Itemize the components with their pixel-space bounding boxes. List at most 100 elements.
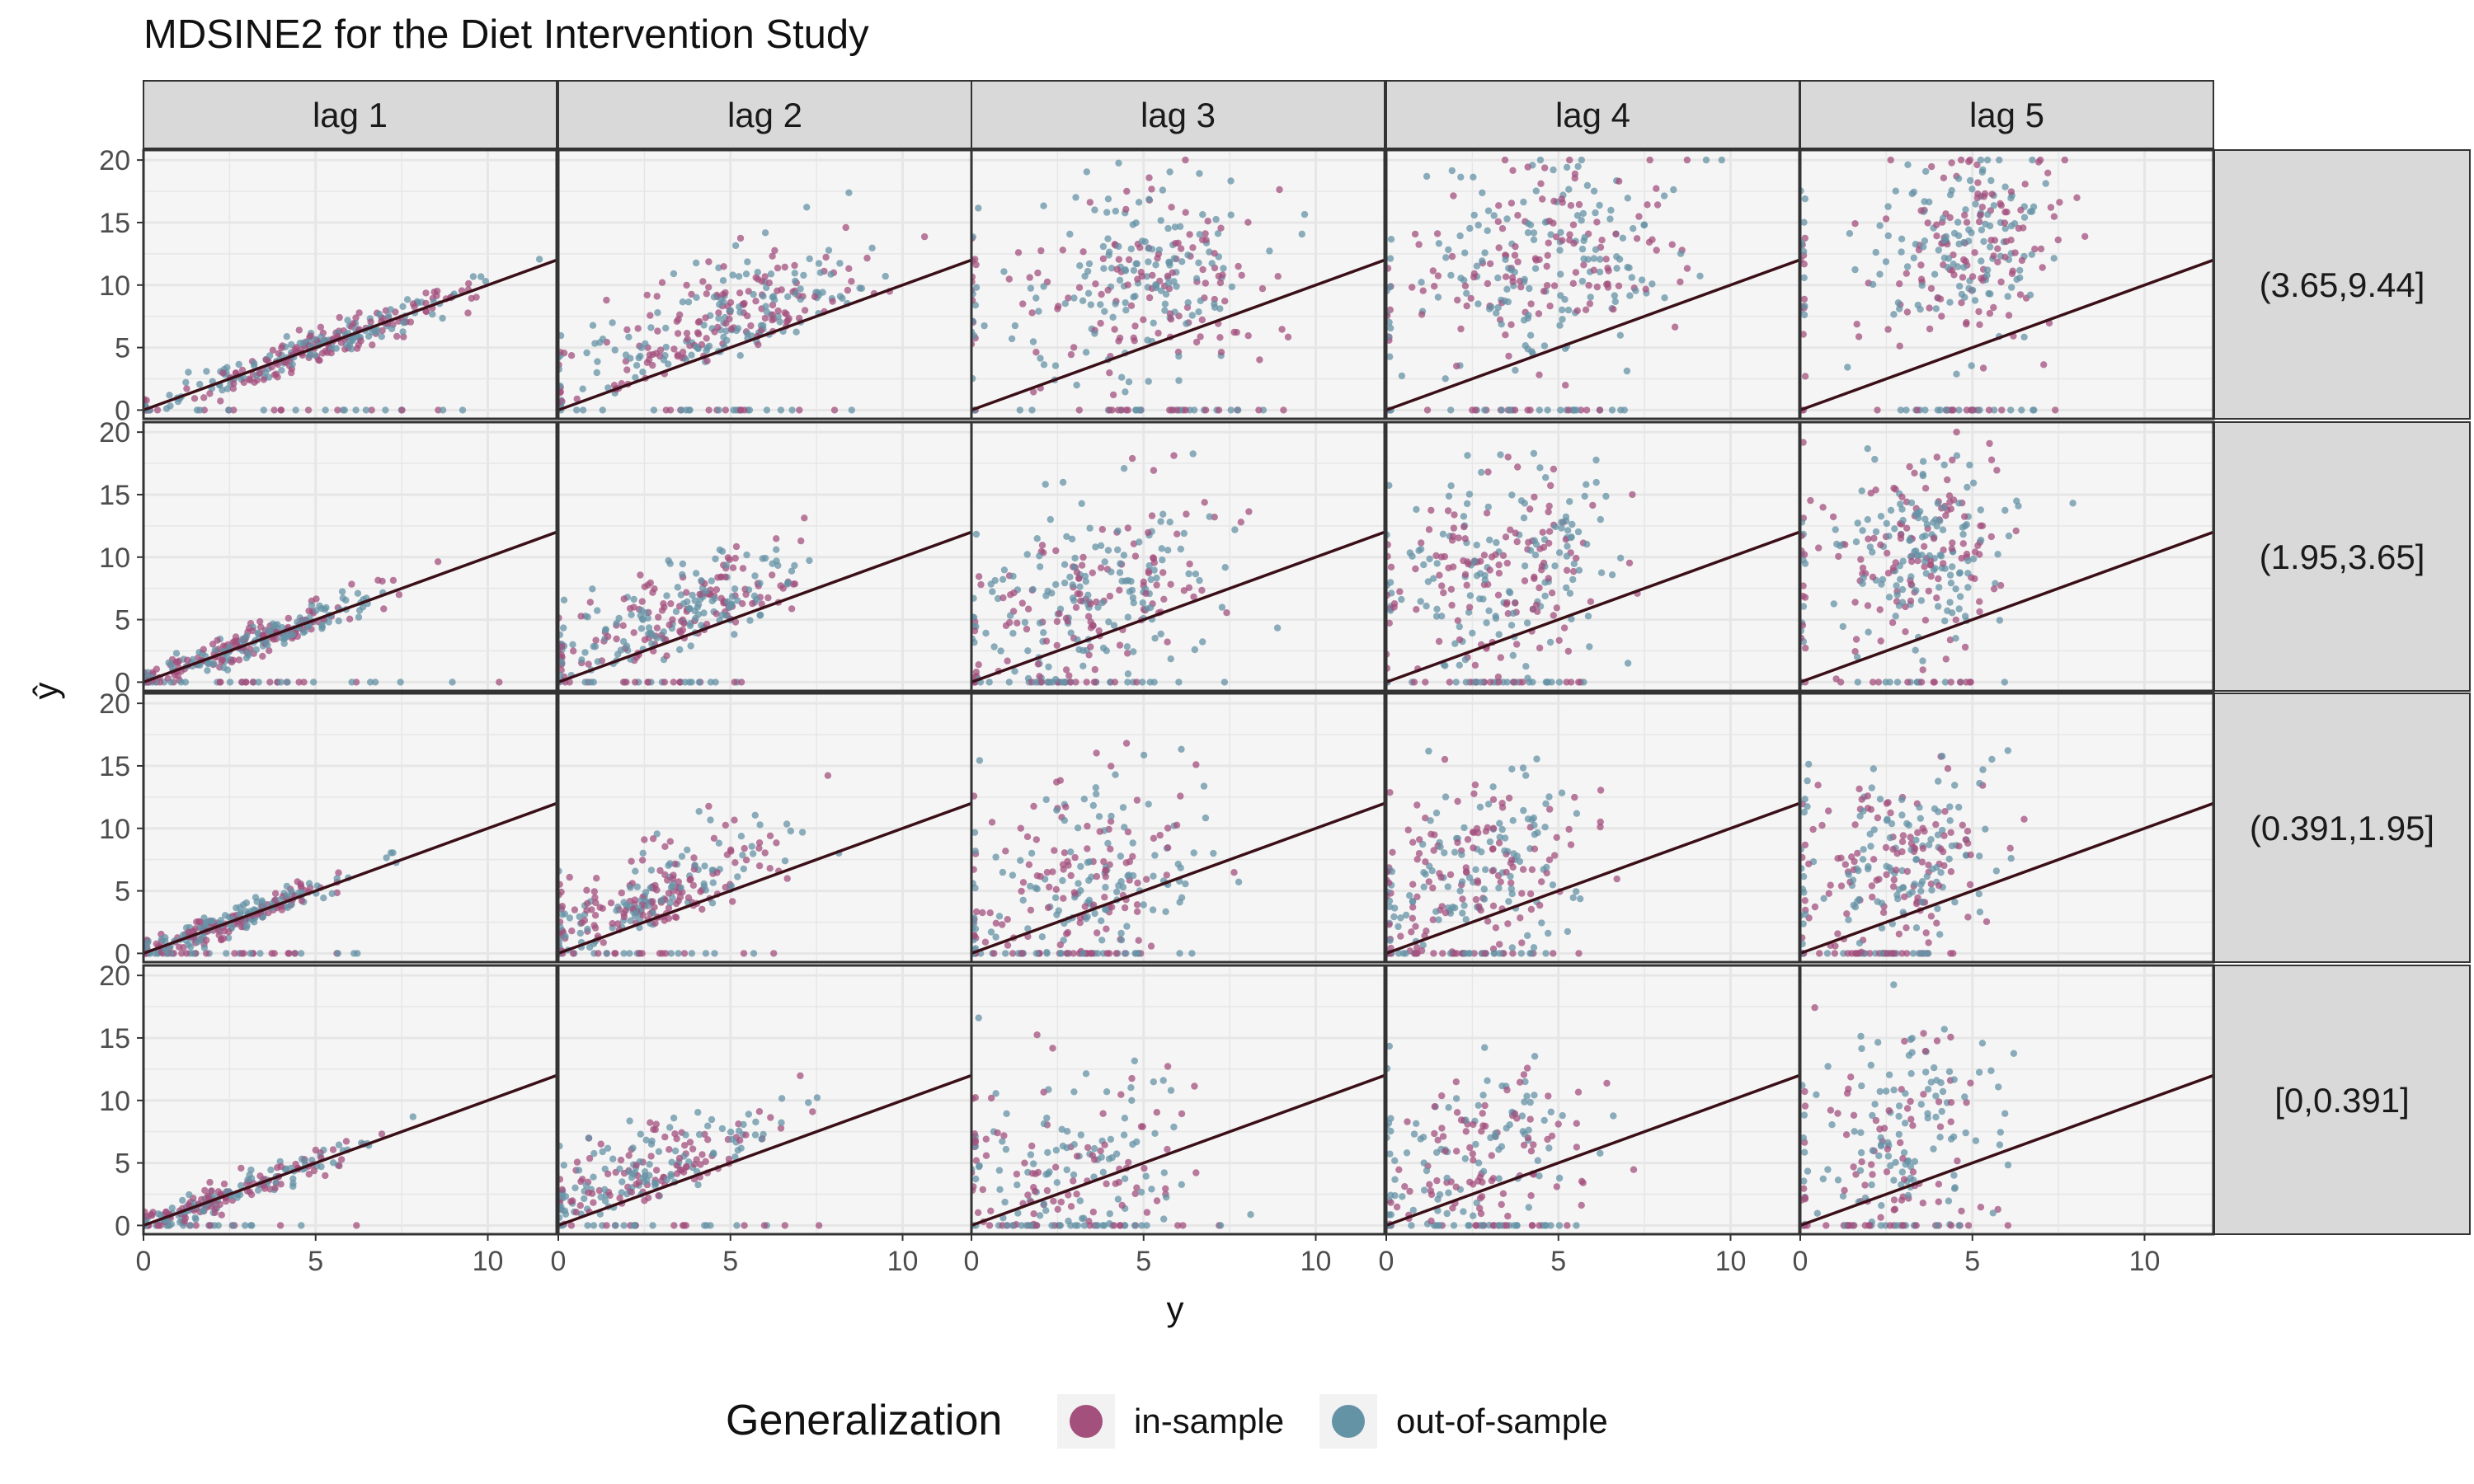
point-out-of-sample: [1988, 755, 1996, 763]
point-in-sample: [1933, 594, 1940, 602]
point-out-of-sample: [650, 406, 658, 414]
point-out-of-sample: [715, 406, 722, 414]
point-out-of-sample: [1912, 587, 1920, 594]
point-in-sample: [1096, 828, 1103, 835]
point-out-of-sample: [264, 641, 271, 649]
point-out-of-sample: [1853, 653, 1861, 661]
point-out-of-sample: [703, 347, 710, 355]
point-in-sample: [676, 679, 684, 686]
point-out-of-sample: [1458, 851, 1465, 858]
point-out-of-sample: [1887, 506, 1895, 514]
point-in-sample: [1413, 893, 1421, 901]
facet-panel: [1385, 420, 1801, 693]
point-out-of-sample: [1564, 928, 1572, 936]
point-out-of-sample: [1845, 916, 1852, 923]
point-in-sample: [1528, 866, 1536, 874]
point-out-of-sample: [1028, 406, 1036, 414]
point-in-sample: [1827, 881, 1834, 889]
point-out-of-sample: [1192, 571, 1200, 578]
point-in-sample: [1511, 406, 1519, 414]
point-in-sample: [1940, 862, 1948, 870]
point-out-of-sample: [1122, 388, 1129, 396]
facet-row-strip: (1.95,3.65]: [2213, 421, 2471, 692]
point-in-sample: [1102, 873, 1110, 881]
point-in-sample: [1087, 600, 1094, 608]
point-out-of-sample: [1397, 914, 1404, 922]
point-out-of-sample: [1628, 274, 1636, 281]
point-out-of-sample: [1089, 801, 1098, 810]
point-out-of-sample: [1448, 167, 1456, 175]
point-out-of-sample: [1075, 880, 1082, 887]
point-out-of-sample: [677, 591, 684, 599]
point-in-sample: [1199, 265, 1206, 274]
point-in-sample: [230, 380, 238, 387]
point-in-sample: [1145, 174, 1153, 181]
point-in-sample: [1449, 533, 1457, 540]
point-in-sample: [774, 287, 781, 294]
point-in-sample: [1472, 895, 1480, 904]
point-out-of-sample: [387, 306, 394, 313]
point-in-sample: [583, 907, 590, 914]
facet-panel: [1385, 692, 1801, 964]
facet-column-label: lag 3: [1141, 96, 1216, 134]
point-out-of-sample: [590, 642, 597, 650]
point-in-sample: [468, 294, 475, 303]
point-in-sample: [1932, 820, 1940, 829]
point-out-of-sample: [558, 631, 564, 639]
point-out-of-sample: [1227, 406, 1235, 414]
point-in-sample: [1683, 265, 1691, 272]
point-in-sample: [1851, 220, 1859, 228]
point-out-of-sample: [1555, 679, 1564, 686]
point-out-of-sample: [1147, 575, 1155, 584]
point-in-sample: [1683, 156, 1691, 164]
point-in-sample: [1511, 251, 1519, 259]
gridlines: [143, 693, 557, 962]
point-out-of-sample: [1492, 613, 1499, 620]
point-in-sample: [1507, 321, 1515, 328]
point-out-of-sample: [1036, 563, 1044, 571]
point-out-of-sample: [1124, 576, 1132, 585]
point-in-sample: [558, 642, 566, 650]
facet-column-strip: lag 3: [971, 80, 1385, 149]
point-out-of-sample: [1944, 264, 1951, 271]
point-in-sample: [1513, 641, 1521, 648]
point-out-of-sample: [2026, 291, 2034, 298]
point-out-of-sample: [1484, 801, 1493, 808]
point-out-of-sample: [1921, 198, 1928, 205]
point-out-of-sample: [366, 679, 374, 686]
point-out-of-sample: [1457, 173, 1465, 181]
point-in-sample: [591, 894, 599, 901]
point-out-of-sample: [1934, 904, 1941, 913]
point-out-of-sample: [722, 327, 730, 335]
point-out-of-sample: [1461, 656, 1470, 664]
point-in-sample: [1933, 919, 1940, 927]
point-in-sample: [259, 652, 266, 660]
point-in-sample: [1526, 406, 1534, 414]
point-in-sample: [1976, 608, 1983, 616]
point-in-sample: [297, 882, 305, 890]
point-out-of-sample: [1592, 209, 1599, 217]
point-out-of-sample: [1983, 271, 1991, 279]
point-out-of-sample: [1544, 406, 1551, 414]
point-in-sample: [1037, 247, 1045, 255]
point-out-of-sample: [203, 368, 210, 375]
point-out-of-sample: [1886, 834, 1894, 842]
point-in-sample: [581, 917, 589, 924]
point-in-sample: [1451, 950, 1458, 957]
point-in-sample: [1465, 560, 1472, 568]
point-out-of-sample: [1952, 635, 1959, 642]
point-in-sample: [612, 950, 619, 957]
y-tick-label: 10: [99, 814, 130, 845]
point-out-of-sample: [836, 293, 844, 300]
point-out-of-sample: [1581, 492, 1588, 500]
point-in-sample: [1925, 587, 1932, 595]
point-in-sample: [740, 950, 748, 957]
point-in-sample: [1389, 848, 1396, 857]
point-in-sample: [1098, 290, 1105, 298]
point-out-of-sample: [1130, 599, 1137, 607]
point-out-of-sample: [1891, 525, 1898, 533]
point-in-sample: [1230, 328, 1238, 336]
point-out-of-sample: [1630, 225, 1637, 232]
point-out-of-sample: [1558, 789, 1566, 796]
point-out-of-sample: [558, 331, 565, 340]
